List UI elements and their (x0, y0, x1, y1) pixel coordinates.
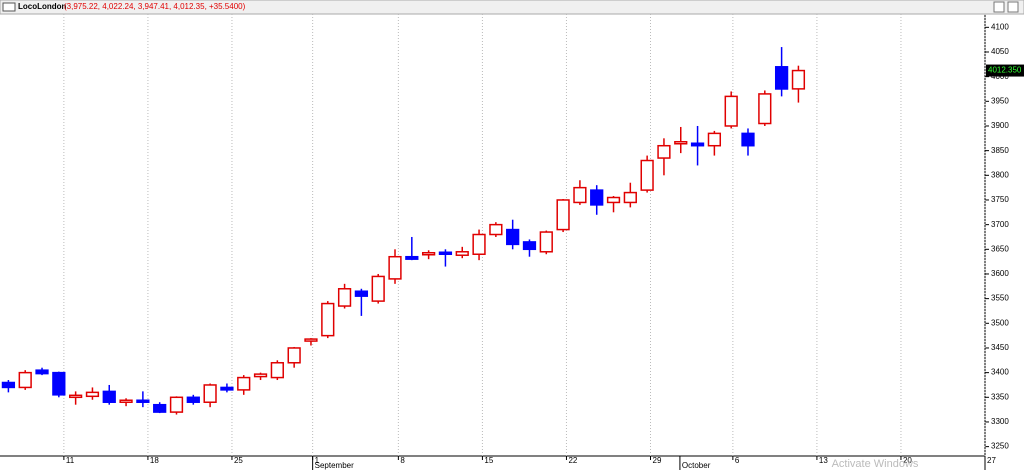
candle-body (371, 275, 385, 302)
candle-body (539, 231, 553, 253)
candle-body (791, 69, 806, 90)
y-tick-label: 4100 (991, 22, 1009, 31)
x-tick-label: 25 (234, 456, 243, 465)
y-tick-label: 3450 (991, 343, 1009, 352)
candle-body (321, 302, 335, 337)
candle-body (102, 390, 116, 403)
candle-body (203, 384, 217, 403)
price-tag (986, 64, 1024, 77)
candle-body (522, 241, 537, 251)
y-tick-label: 3300 (991, 417, 1009, 426)
candle-body (270, 362, 284, 379)
candle-body (337, 288, 352, 307)
y-tick-label: 3900 (991, 121, 1009, 130)
close-button[interactable] (1007, 1, 1019, 13)
candle-body (354, 290, 369, 297)
candle-body (69, 394, 83, 399)
candle-body (52, 371, 66, 396)
candle-body (388, 255, 402, 280)
candle-body (237, 376, 251, 391)
candle-body (657, 144, 671, 159)
candle-body (758, 93, 772, 125)
x-tick-label: 22 (568, 456, 577, 465)
chart-subtitle: (3,975.22, 4,022.24, 3,947.41, 4,012.35,… (64, 2, 246, 11)
candle-body (606, 196, 621, 204)
x-tick-label: 15 (484, 456, 493, 465)
window-icon (2, 2, 16, 12)
x-tick-label: 27 (987, 456, 996, 465)
candle-body (153, 403, 167, 413)
candle-body (707, 132, 722, 147)
x-tick-label: 18 (150, 456, 159, 465)
candle-body (304, 338, 318, 342)
candle-body (690, 142, 705, 147)
candle-body (169, 396, 184, 413)
candle-body (489, 223, 503, 236)
candle-body (438, 251, 453, 256)
month-label: September (315, 461, 354, 470)
y-tick-label: 3800 (991, 170, 1009, 179)
y-tick-label: 3500 (991, 318, 1009, 327)
y-tick-label: 3400 (991, 368, 1009, 377)
y-tick-label: 3650 (991, 244, 1009, 253)
candle-body (253, 373, 268, 378)
month-label: October (682, 461, 711, 470)
candle-body (556, 199, 570, 231)
candle-body (18, 371, 32, 389)
candle-body (220, 386, 234, 391)
y-tick-label: 3350 (991, 392, 1009, 401)
candle-body (741, 132, 755, 147)
candle-body (640, 159, 654, 191)
x-tick-label: 8 (400, 456, 405, 465)
title-bar (0, 0, 1024, 15)
x-tick-label: 29 (653, 456, 662, 465)
candle-body (119, 399, 133, 403)
candle-body (674, 141, 688, 145)
chart-title: LocoLondon (18, 2, 67, 11)
x-tick-label: 13 (819, 456, 828, 465)
candle-body (573, 186, 587, 204)
x-tick-label: 11 (66, 456, 75, 465)
y-tick-label: 3750 (991, 195, 1009, 204)
candle-body (85, 391, 100, 398)
y-tick-label: 4050 (991, 47, 1009, 56)
candle-body (590, 189, 604, 206)
y-tick-label: 3700 (991, 220, 1009, 229)
y-tick-label: 3250 (991, 442, 1009, 451)
candle-body (472, 233, 486, 255)
candle-body (186, 396, 200, 403)
candle-body (455, 251, 469, 256)
y-tick-label: 3600 (991, 269, 1009, 278)
candle-body (506, 228, 520, 246)
y-tick-label: 3950 (991, 96, 1009, 105)
y-tick-label: 3850 (991, 146, 1009, 155)
y-tick-label: 3550 (991, 294, 1009, 303)
candle-body (1, 381, 16, 389)
watermark: Activate Windows (832, 458, 919, 470)
candle-body (287, 347, 301, 364)
candle-body (774, 66, 789, 90)
candle-body (724, 95, 738, 127)
x-tick-label: 20 (903, 456, 912, 465)
candle-body (405, 255, 419, 260)
candle-body (35, 369, 49, 375)
maximize-button[interactable] (993, 1, 1005, 13)
x-tick-label: 6 (735, 456, 740, 465)
candle-body (136, 399, 150, 403)
candle-body (623, 191, 637, 204)
x-tick-label: 1 (315, 456, 320, 465)
price-tag-label: 4012.350 (988, 66, 1022, 75)
candle-body (421, 251, 436, 256)
